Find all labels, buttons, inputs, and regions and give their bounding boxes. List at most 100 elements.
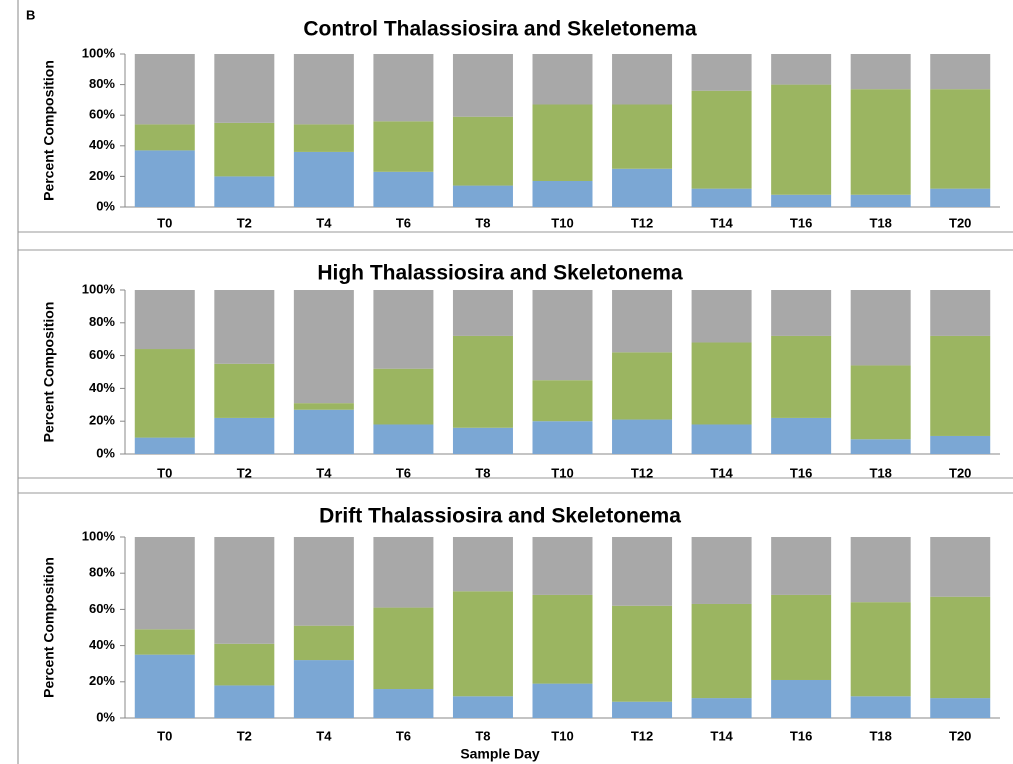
bar-segment: [532, 54, 593, 105]
bar-segment: [532, 594, 593, 684]
bar-segment: [850, 537, 911, 603]
x-tick-label: T10: [551, 215, 573, 230]
x-tick-label: T4: [316, 728, 332, 743]
bar-segment: [214, 537, 275, 644]
x-tick-label: T18: [869, 465, 891, 480]
y-tick-label: 20%: [89, 673, 115, 688]
bar-segment: [930, 290, 991, 336]
x-tick-label: T18: [869, 728, 891, 743]
y-tick-label: 100%: [82, 528, 116, 543]
bar-segment: [293, 124, 354, 152]
bar-segment: [612, 290, 673, 353]
x-tick-label: T10: [551, 728, 573, 743]
bar-segment: [134, 629, 195, 655]
y-tick-label: 0%: [96, 198, 115, 213]
bar-segment: [930, 54, 991, 90]
bar-segment: [850, 439, 911, 454]
bar-segment: [373, 54, 434, 122]
bar-segment: [691, 90, 752, 189]
bar-segment: [691, 342, 752, 425]
x-tick-label: T8: [475, 215, 490, 230]
bar-segment: [134, 349, 195, 438]
x-tick-label: T0: [157, 465, 172, 480]
bar-segment: [691, 188, 752, 207]
bar-segment: [850, 54, 911, 90]
x-tick-label: T10: [551, 465, 573, 480]
y-tick-label: 40%: [89, 637, 115, 652]
bar-segment: [532, 537, 593, 595]
bar-segment: [930, 188, 991, 207]
bar-segment: [771, 679, 832, 718]
bar-segment: [612, 352, 673, 420]
bar-segment: [532, 290, 593, 381]
bar-segment: [452, 537, 513, 592]
x-tick-label: T8: [475, 728, 490, 743]
x-tick-label: T12: [631, 215, 653, 230]
bar-segment: [134, 124, 195, 151]
x-tick-label: T20: [949, 215, 971, 230]
bar-segment: [850, 696, 911, 718]
bar-segment: [850, 365, 911, 440]
bar-segment: [532, 421, 593, 454]
bar-segment: [373, 607, 434, 690]
x-tick-label: T14: [710, 215, 733, 230]
x-tick-label: T12: [631, 465, 653, 480]
bar-segment: [930, 89, 991, 189]
bar-segment: [850, 602, 911, 697]
bar-segment: [452, 335, 513, 428]
bar-segment: [293, 537, 354, 626]
x-tick-label: T20: [949, 465, 971, 480]
bar-segment: [612, 419, 673, 454]
bar-segment: [134, 150, 195, 207]
bar-segment: [771, 54, 832, 85]
bar-segment: [930, 596, 991, 699]
bar-segment: [214, 122, 275, 177]
bar-segment: [293, 409, 354, 454]
bar-segment: [612, 605, 673, 702]
bar-segment: [691, 698, 752, 718]
x-tick-label: T6: [396, 728, 411, 743]
y-tick-label: 20%: [89, 413, 115, 428]
bar-segment: [373, 537, 434, 608]
bar-segment: [850, 89, 911, 195]
y-tick-label: 80%: [89, 565, 115, 580]
bar-segment: [214, 363, 275, 418]
bar-segment: [452, 116, 513, 186]
y-tick-label: 60%: [89, 107, 115, 122]
y-tick-label: 20%: [89, 168, 115, 183]
y-tick-label: 40%: [89, 380, 115, 395]
x-tick-label: T18: [869, 215, 891, 230]
y-tick-label: 100%: [82, 281, 116, 296]
bar-segment: [214, 643, 275, 686]
bar-segment: [930, 537, 991, 597]
bar-segment: [532, 380, 593, 422]
y-tick-label: 100%: [82, 45, 116, 60]
bar-segment: [134, 654, 195, 718]
bar-segment: [373, 121, 434, 172]
bar-segment: [293, 403, 354, 410]
bar-segment: [452, 591, 513, 697]
x-tick-label: T14: [710, 728, 733, 743]
bar-segment: [691, 290, 752, 343]
x-tick-label: T16: [790, 728, 812, 743]
bar-segment: [691, 603, 752, 699]
bar-segment: [452, 185, 513, 207]
bar-segment: [134, 290, 195, 350]
bar-segment: [532, 683, 593, 718]
x-tick-label: T6: [396, 465, 411, 480]
y-axis-label: Percent Composition: [41, 557, 57, 698]
bar-segment: [373, 368, 434, 425]
bar-segment: [771, 290, 832, 336]
bar-segment: [134, 54, 195, 125]
bar-segment: [214, 54, 275, 123]
y-tick-label: 0%: [96, 445, 115, 460]
bar-segment: [930, 698, 991, 718]
y-tick-label: 60%: [89, 347, 115, 362]
chart-title: High Thalassiosira and Skeletonema: [317, 262, 683, 285]
x-tick-label: T2: [237, 215, 252, 230]
x-tick-label: T8: [475, 465, 490, 480]
bar-segment: [771, 335, 832, 418]
x-tick-label: T0: [157, 728, 172, 743]
bar-segment: [373, 689, 434, 718]
x-tick-label: T0: [157, 215, 172, 230]
